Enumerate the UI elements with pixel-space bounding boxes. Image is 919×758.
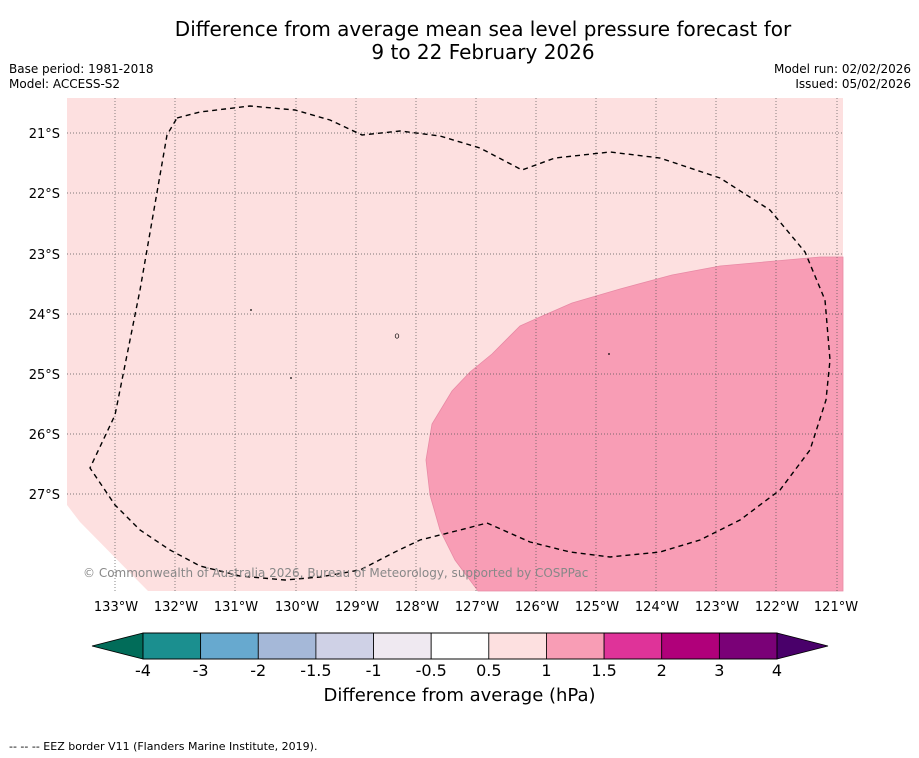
colorbar-tick-label: -2: [250, 661, 266, 680]
lon-label: 122°W: [755, 600, 799, 615]
lon-label: 129°W: [335, 600, 379, 615]
lon-label: 133°W: [94, 600, 138, 615]
map-figure: © Commonwealth of Australia 2026, Bureau…: [0, 0, 919, 758]
colorbar-over-arrow: [777, 633, 828, 659]
copyright-text: © Commonwealth of Australia 2026, Bureau…: [83, 566, 588, 580]
lon-label: 124°W: [635, 600, 679, 615]
colorbar-tick-label: 3: [714, 661, 724, 680]
colorbar-segment: [201, 633, 259, 659]
lon-label: 126°W: [515, 600, 559, 615]
colorbar-segment: [258, 633, 316, 659]
lat-label: 23°S: [29, 248, 60, 263]
colorbar-label: Difference from average (hPa): [0, 685, 919, 706]
colorbar-tick-label: 1.5: [591, 661, 616, 680]
lon-label: 125°W: [575, 600, 619, 615]
colorbar-tick-label: -4: [135, 661, 151, 680]
island-marker: [608, 353, 610, 355]
lon-label: 127°W: [455, 600, 499, 615]
colorbar-tick-label: 2: [657, 661, 667, 680]
colorbar-segment: [546, 633, 604, 659]
colorbar-segment: [431, 633, 489, 659]
colorbar-segment: [489, 633, 547, 659]
lon-label: 123°W: [695, 600, 739, 615]
lat-label: 22°S: [29, 187, 60, 202]
colorbar-tick-label: -1: [366, 661, 382, 680]
colorbar-tick-label: 4: [772, 661, 782, 680]
lat-label: 21°S: [29, 127, 60, 142]
lon-label: 132°W: [154, 600, 198, 615]
island-marker: [250, 309, 252, 311]
lat-label: 24°S: [29, 308, 60, 323]
lon-label: 130°W: [275, 600, 319, 615]
colorbar: -4 -3 -2 -1.5 -1 -0.5 0.5 1 1.5 2 3 4: [92, 633, 828, 680]
footer-note: -- -- -- EEZ border V11 (Flanders Marine…: [9, 740, 317, 753]
lat-label: 25°S: [29, 368, 60, 383]
lon-label: 128°W: [395, 600, 439, 615]
longitude-labels: 133°W 132°W 131°W 130°W 129°W 128°W 127°…: [94, 600, 858, 615]
colorbar-under-arrow: [92, 633, 143, 659]
lat-label: 27°S: [29, 488, 60, 503]
colorbar-tick-label: -1.5: [300, 661, 331, 680]
colorbar-segment: [316, 633, 374, 659]
colorbar-segment: [662, 633, 720, 659]
colorbar-segment: [374, 633, 432, 659]
colorbar-tick-label: -0.5: [416, 661, 447, 680]
colorbar-segment: [719, 633, 777, 659]
lon-label: 131°W: [214, 600, 258, 615]
colorbar-tick-label: 1: [541, 661, 551, 680]
latitude-labels: 21°S 22°S 23°S 24°S 25°S 26°S 27°S: [29, 127, 60, 503]
lat-label: 26°S: [29, 428, 60, 443]
colorbar-tick-label: -3: [193, 661, 209, 680]
colorbar-segment: [143, 633, 201, 659]
island-marker: [290, 377, 292, 379]
colorbar-tick-label: 0.5: [476, 661, 501, 680]
colorbar-segment: [604, 633, 662, 659]
lon-label: 121°W: [814, 600, 858, 615]
